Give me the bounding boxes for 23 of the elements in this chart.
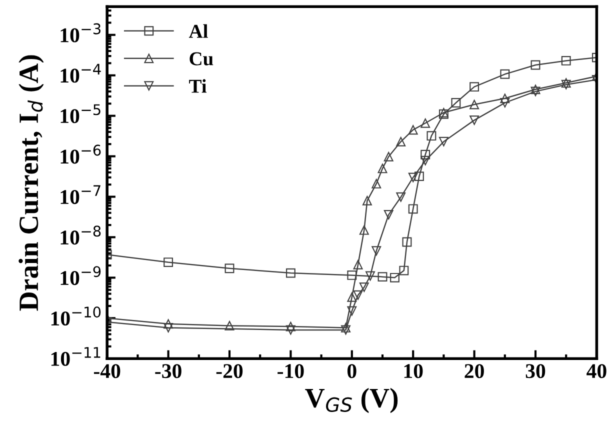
x-axis-title: V$_{GS}$ (V) <box>305 388 398 414</box>
x-tick-label: -20 <box>216 364 243 378</box>
y-tick-label: 10$^{−7}$ <box>60 185 100 204</box>
y-tick-label: 10$^{−8}$ <box>60 226 101 245</box>
legend-label: Al <box>188 24 208 38</box>
x-tick-label: -30 <box>155 364 182 378</box>
legend-label: Ti <box>189 79 207 93</box>
y-tick-label: 10$^{−6}$ <box>60 144 101 164</box>
y-tick-label: 10$^{−4}$ <box>60 64 101 83</box>
legend-label: Cu <box>190 52 214 66</box>
y-tick-label: 10$^{−3}$ <box>60 23 100 42</box>
x-tick-label: 0 <box>347 364 356 378</box>
y-tick-label: 10$^{−11}$ <box>51 347 100 366</box>
x-tick-label: 20 <box>464 364 484 378</box>
y-tick-label: 10$^{−5}$ <box>60 104 100 124</box>
x-tick-label: -40 <box>94 364 120 378</box>
x-tick-label: 10 <box>404 364 423 378</box>
x-tick-label: 30 <box>526 364 546 378</box>
y-axis-title: Drain Current, I$_{d}$ (A) <box>18 55 44 311</box>
y-tick-label: 10$^{−10}$ <box>51 306 101 326</box>
y-tick-label: 10$^{−9}$ <box>60 266 101 286</box>
x-tick-label: 40 <box>586 364 606 378</box>
x-tick-label: -10 <box>278 364 304 378</box>
